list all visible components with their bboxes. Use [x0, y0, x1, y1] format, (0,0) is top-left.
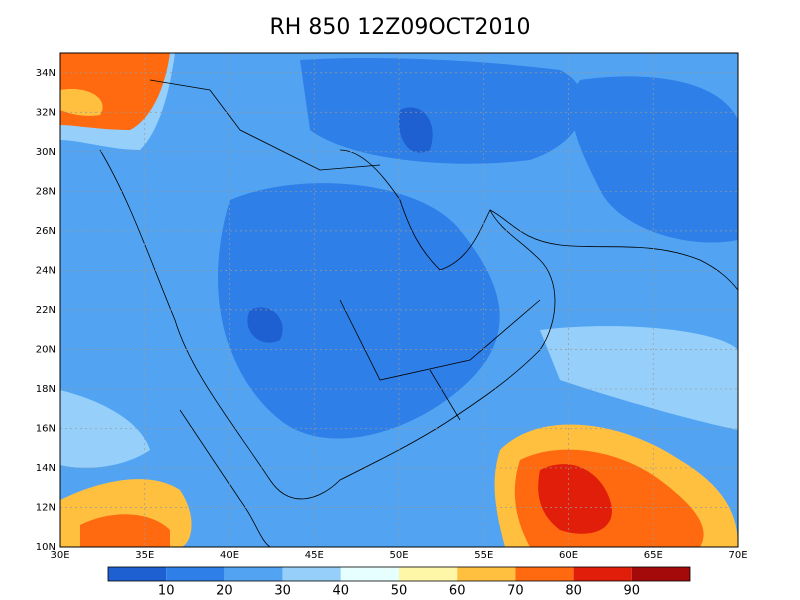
- lon-label: 70E: [728, 550, 747, 561]
- lat-label: 22N: [36, 305, 56, 316]
- very-dry: [247, 307, 283, 343]
- graticule: [60, 53, 738, 547]
- lat-label: 14N: [36, 463, 56, 474]
- colorbar-box: [515, 567, 574, 581]
- colorbar-box: [166, 567, 225, 581]
- lat-label: 18N: [36, 384, 56, 395]
- lon-label: 50E: [389, 550, 408, 561]
- colorbar-label: 60: [449, 584, 466, 599]
- lat-label: 16N: [36, 423, 56, 434]
- colorbar-box: [340, 567, 399, 581]
- humid-area: [60, 89, 103, 116]
- colorbar-box: [108, 567, 167, 581]
- colorbar-label: 30: [274, 584, 291, 599]
- colorbar: 10 20 30 40 50 60 70 80 90: [107, 566, 691, 599]
- lat-label: 26N: [36, 226, 56, 237]
- coastline: [99, 149, 556, 500]
- humid-area: [80, 514, 170, 547]
- colorbar-label: 70: [507, 584, 524, 599]
- lon-label: 35E: [135, 550, 154, 561]
- colorbar-box: [399, 567, 458, 581]
- colorbar-box: [631, 567, 690, 581]
- lon-label: 55E: [474, 550, 493, 561]
- colorbar-box: [224, 567, 283, 581]
- lat-label: 20N: [36, 344, 56, 355]
- colorbar-label: 80: [565, 584, 582, 599]
- coastline: [179, 409, 271, 547]
- lon-label: 65E: [644, 550, 663, 561]
- dry-area: [218, 183, 500, 439]
- lat-label: 32N: [36, 107, 56, 118]
- lon-label: 30E: [50, 550, 69, 561]
- lat-label: 12N: [36, 502, 56, 513]
- colorbar-label: 10: [158, 584, 175, 599]
- field: [60, 53, 738, 547]
- colorbar-label: 50: [391, 584, 408, 599]
- moist-area: [60, 390, 150, 468]
- moist-area: [540, 326, 738, 430]
- lat-label: 30N: [36, 147, 56, 158]
- humid-area: [538, 464, 612, 534]
- lat-label: 34N: [36, 68, 56, 79]
- coastline: [489, 209, 738, 291]
- lat-label: 24N: [36, 265, 56, 276]
- colorbar-label: 20: [216, 584, 233, 599]
- colorbar-frame: [107, 566, 691, 582]
- dry-area: [300, 58, 584, 164]
- lon-label: 40E: [220, 550, 239, 561]
- map-frame: [59, 52, 739, 548]
- dry-area: [571, 76, 738, 243]
- colorbar-box: [573, 567, 632, 581]
- lat-label: 28N: [36, 186, 56, 197]
- lat-label: 10N: [36, 542, 56, 553]
- colorbar-box: [282, 567, 341, 581]
- border: [149, 79, 541, 421]
- colorbar-box: [457, 567, 516, 581]
- lon-label: 45E: [305, 550, 324, 561]
- very-dry: [399, 107, 433, 153]
- map-title: RH 850 12Z09OCT2010: [270, 15, 531, 40]
- colorbar-label: 90: [624, 584, 641, 599]
- colorbar-label: 40: [333, 584, 350, 599]
- lon-label: 60E: [559, 550, 578, 561]
